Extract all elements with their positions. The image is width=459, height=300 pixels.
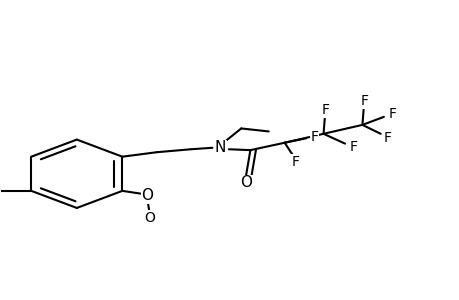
- Text: F: F: [321, 103, 329, 117]
- Text: F: F: [387, 107, 395, 122]
- Text: N: N: [214, 140, 226, 155]
- Text: O: O: [141, 188, 153, 203]
- Text: O: O: [144, 211, 155, 225]
- Text: F: F: [360, 94, 368, 108]
- Text: F: F: [310, 130, 318, 144]
- Text: O: O: [239, 175, 251, 190]
- Text: F: F: [291, 155, 299, 169]
- Text: F: F: [348, 140, 357, 154]
- Text: F: F: [383, 131, 391, 145]
